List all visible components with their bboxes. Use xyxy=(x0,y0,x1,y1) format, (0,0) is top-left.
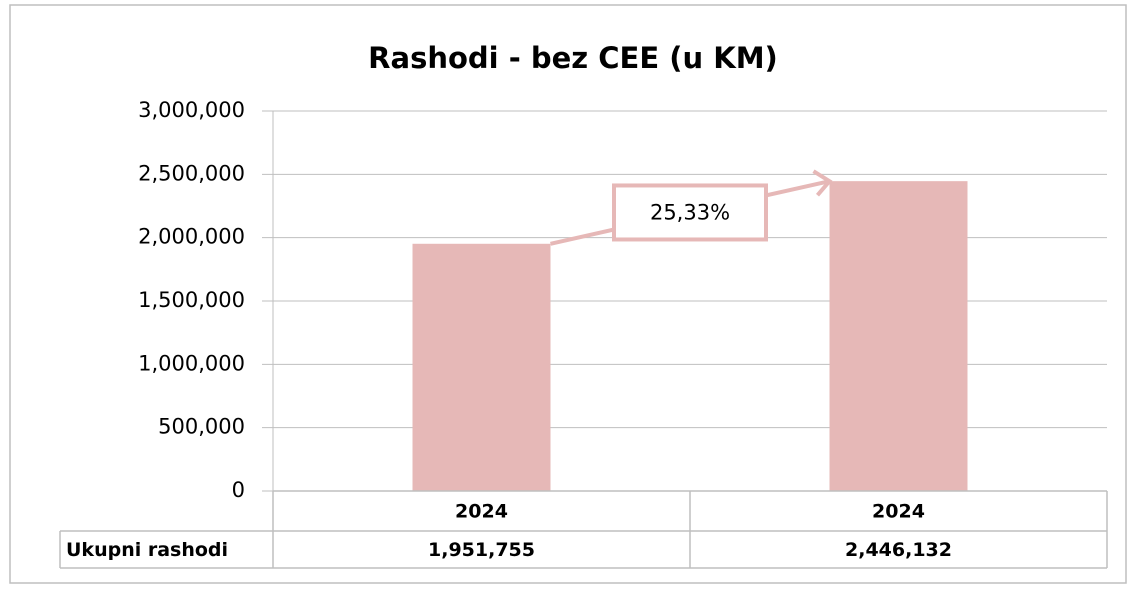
chart-title: Rashodi - bez CEE (u KM) xyxy=(368,41,778,75)
y-tick-label: 2,500,000 xyxy=(138,161,245,185)
annotation: 25,33% xyxy=(650,200,730,224)
table-value: 2,446,132 xyxy=(845,539,952,561)
y-tick-label: 1,000,000 xyxy=(138,351,245,375)
y-tick-label: 2,000,000 xyxy=(138,225,245,249)
series-name: Ukupni rashodi xyxy=(66,539,228,561)
y-tick-label: 1,500,000 xyxy=(138,288,245,312)
x-tick-label: 2024 xyxy=(455,501,508,523)
bar xyxy=(412,243,551,491)
table-value: 1,951,755 xyxy=(428,539,535,561)
bar xyxy=(829,181,968,491)
y-tick-label: 500,000 xyxy=(158,415,245,439)
y-tick-label: 0 xyxy=(232,478,245,502)
annotation-box xyxy=(612,183,768,242)
arrow-head xyxy=(812,169,833,197)
y-tick-label: 3,000,000 xyxy=(138,98,245,122)
x-tick-label: 2024 xyxy=(872,501,925,523)
